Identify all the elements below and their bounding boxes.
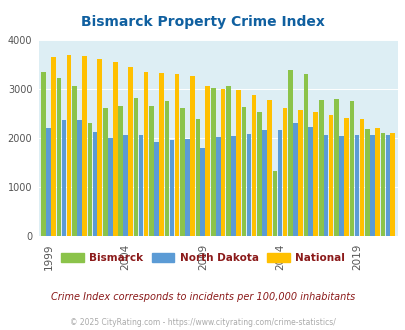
Bar — [246, 134, 251, 236]
Bar — [174, 74, 179, 236]
Bar — [236, 90, 240, 236]
Bar — [143, 72, 148, 236]
Bar — [139, 135, 143, 236]
Bar — [97, 59, 102, 236]
Bar — [266, 100, 271, 236]
Bar — [180, 108, 184, 236]
Bar — [318, 100, 323, 236]
Bar — [164, 101, 169, 236]
Bar — [226, 86, 230, 236]
Bar — [308, 127, 312, 236]
Bar — [272, 171, 277, 236]
Bar — [92, 132, 97, 236]
Bar — [328, 115, 333, 236]
Bar — [241, 107, 246, 236]
Bar — [205, 86, 209, 236]
Bar — [215, 137, 220, 236]
Bar — [257, 112, 261, 236]
Bar — [134, 98, 138, 236]
Text: Crime Index corresponds to incidents per 100,000 inhabitants: Crime Index corresponds to incidents per… — [51, 292, 354, 302]
Bar — [251, 95, 256, 236]
Bar — [51, 57, 56, 236]
Bar — [313, 112, 317, 236]
Bar — [359, 119, 363, 236]
Text: Bismarck Property Crime Index: Bismarck Property Crime Index — [81, 15, 324, 29]
Bar — [108, 138, 112, 236]
Bar — [323, 135, 328, 236]
Bar — [297, 110, 302, 236]
Bar — [118, 106, 123, 236]
Bar — [200, 148, 205, 236]
Bar — [379, 133, 384, 236]
Bar — [87, 123, 92, 236]
Bar — [343, 118, 348, 236]
Bar — [303, 75, 307, 236]
Bar — [46, 128, 51, 236]
Bar — [220, 89, 225, 236]
Bar — [292, 122, 297, 236]
Bar — [262, 130, 266, 236]
Bar — [57, 78, 61, 236]
Bar — [288, 70, 292, 236]
Bar — [385, 135, 389, 236]
Bar — [339, 136, 343, 236]
Bar — [62, 120, 66, 236]
Bar — [195, 119, 200, 236]
Bar — [364, 129, 369, 236]
Bar — [211, 88, 215, 236]
Bar — [277, 130, 281, 236]
Bar — [231, 136, 235, 236]
Bar — [349, 101, 354, 236]
Bar — [41, 72, 46, 236]
Bar — [369, 135, 374, 236]
Bar — [154, 142, 158, 236]
Text: © 2025 CityRating.com - https://www.cityrating.com/crime-statistics/: © 2025 CityRating.com - https://www.city… — [70, 318, 335, 327]
Bar — [149, 106, 153, 236]
Bar — [334, 99, 338, 236]
Bar — [123, 135, 128, 236]
Bar — [82, 56, 87, 236]
Bar — [185, 139, 189, 236]
Bar — [190, 77, 194, 236]
Bar — [128, 67, 132, 236]
Bar — [159, 74, 163, 236]
Bar — [77, 120, 81, 236]
Bar — [169, 140, 174, 236]
Bar — [103, 108, 107, 236]
Bar — [72, 86, 77, 236]
Bar — [354, 135, 358, 236]
Bar — [66, 55, 71, 236]
Legend: Bismarck, North Dakota, National: Bismarck, North Dakota, National — [57, 248, 348, 267]
Bar — [390, 133, 394, 236]
Bar — [113, 62, 117, 236]
Bar — [374, 128, 379, 236]
Bar — [282, 108, 286, 236]
